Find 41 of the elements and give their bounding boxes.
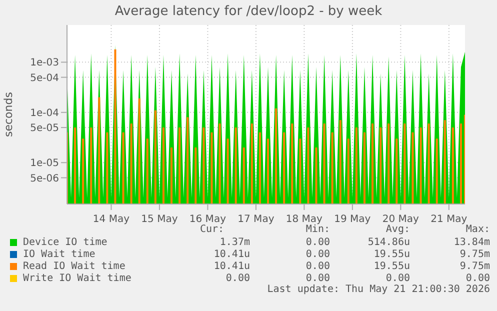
y-tick-label: 1e-05 xyxy=(30,158,59,170)
y-tick-label: 1e-03 xyxy=(30,58,59,69)
x-tick-label: 20 May xyxy=(382,214,420,225)
y-tick-label: 5e-06 xyxy=(30,173,59,184)
x-tick-label: 18 May xyxy=(286,214,323,225)
text: Min: xyxy=(306,224,330,236)
text: 0.00 xyxy=(384,272,410,284)
text: 19.55u xyxy=(372,248,410,260)
text: 0.00 xyxy=(304,272,330,284)
x-tick-label: 17 May xyxy=(238,214,274,225)
text: 1.37m xyxy=(218,236,250,248)
text: Last update: Thu May 21 21:00:30 2026 xyxy=(266,284,490,296)
legend-label: Read IO Wait time xyxy=(23,260,126,272)
text: 0.00 xyxy=(304,260,330,272)
text: Cur: xyxy=(199,224,224,236)
text: 0.00 xyxy=(224,272,250,284)
y-tick-label: 1e-04 xyxy=(30,108,59,119)
x-tick-label: 21 May xyxy=(430,214,468,225)
text: 9.75m xyxy=(458,260,490,272)
text: Max: xyxy=(466,224,490,236)
text: 514.86u xyxy=(366,236,410,248)
text: 19.55u xyxy=(372,260,410,272)
x-tick-label: 16 May xyxy=(189,214,226,225)
x-tick-label: 14 May xyxy=(92,214,130,225)
legend-label: IO Wait time xyxy=(23,248,96,260)
text: 0.00 xyxy=(304,248,330,260)
y-tick-label: 5e-04 xyxy=(30,72,59,84)
text: 9.75m xyxy=(458,248,490,260)
x-tick-label: 15 May xyxy=(141,214,178,225)
text: 0.00 xyxy=(464,272,490,284)
legend-label: Device IO time xyxy=(23,236,108,248)
text: Avg: xyxy=(384,224,410,236)
y-tick-label: 5e-05 xyxy=(30,123,59,134)
text: 13.84m xyxy=(452,236,490,248)
x-tick-label: 19 May xyxy=(334,214,371,225)
text: 10.41u xyxy=(212,248,250,260)
chart-title: Average latency for /dev/loop2 - by week xyxy=(114,4,384,19)
legend-label: Write IO Wait time xyxy=(23,272,132,284)
y-axis-title: seconds xyxy=(2,92,15,137)
text: 0.00 xyxy=(304,236,330,248)
text: 10.41u xyxy=(212,260,250,272)
